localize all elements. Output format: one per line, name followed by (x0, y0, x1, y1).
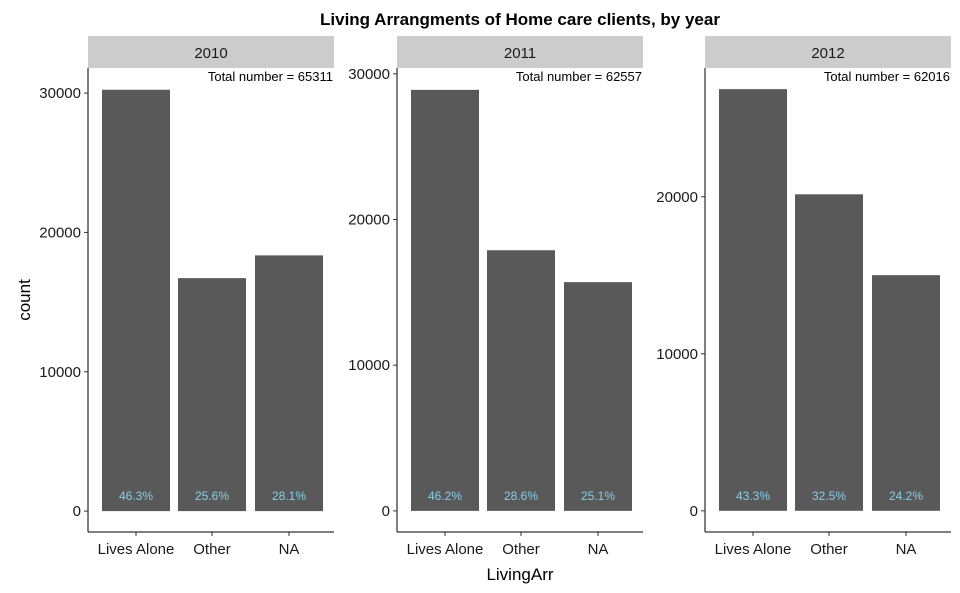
y-tick-label: 0 (690, 503, 698, 520)
x-tick-label: Lives Alone (98, 541, 175, 558)
panel-2011: 2011 46.2% Lives Alone 28.6% Other 25.1% NA 0 10… (348, 36, 643, 558)
bar-percent-label: 32.5% (812, 489, 846, 503)
x-tick-label: Lives Alone (407, 541, 484, 558)
bar-na (255, 255, 323, 512)
panel-2012: 2012 43.3% Lives Alone 32.5% Other 24.2% NA 0 10… (656, 36, 951, 558)
facet-strip-label: 2010 (194, 45, 227, 62)
bar-other (178, 278, 246, 512)
y-tick-label: 10000 (39, 364, 81, 381)
facet-strip (705, 36, 951, 68)
y-tick-label: 20000 (656, 189, 698, 206)
facet-strip (88, 36, 334, 68)
total-number-annotation: Total number = 62016 (824, 69, 950, 84)
x-tick-label: Other (810, 541, 848, 558)
x-tick-label: NA (279, 541, 300, 558)
bar-percent-label: 28.1% (272, 489, 306, 503)
bar-percent-label: 43.3% (736, 489, 770, 503)
y-tick-label: 10000 (348, 357, 390, 374)
bar-other (795, 194, 863, 511)
total-number-annotation: Total number = 62557 (516, 69, 642, 84)
bar-percent-label: 25.1% (581, 489, 615, 503)
bar-percent-label: 46.3% (119, 489, 153, 503)
facet-strip-label: 2012 (811, 45, 844, 62)
y-tick-label: 30000 (39, 85, 81, 102)
x-tick-label: NA (588, 541, 609, 558)
bar-lives-alone (719, 89, 787, 511)
panel-2010: 2010 46.3% Lives Alone 25.6% Other 28.1% NA 0 10… (39, 36, 334, 558)
facet-strip-label: 2011 (504, 45, 536, 62)
bar-percent-label: 24.2% (889, 489, 923, 503)
total-number-annotation: Total number = 65311 (208, 69, 333, 84)
bar-na (872, 275, 940, 511)
x-tick-label: Other (502, 541, 540, 558)
x-tick-label: Lives Alone (715, 541, 792, 558)
x-tick-label: NA (896, 541, 917, 558)
bar-lives-alone (411, 89, 479, 511)
bar-lives-alone (102, 89, 170, 512)
bar-percent-label: 25.6% (195, 489, 229, 503)
bar-na (564, 282, 632, 511)
bar-other (487, 250, 555, 511)
y-tick-label: 10000 (656, 346, 698, 363)
y-axis-title: count (15, 279, 34, 321)
facet-panels: 2010 46.3% Lives Alone 25.6% Other 28.1% NA 0 10… (39, 36, 951, 558)
x-axis-title: LivingArr (486, 565, 553, 584)
bar-percent-label: 46.2% (428, 489, 462, 503)
chart-title: Living Arrangments of Home care clients,… (320, 10, 720, 29)
bar-percent-label: 28.6% (504, 489, 538, 503)
facet-strip (397, 36, 643, 68)
y-tick-label: 20000 (348, 212, 390, 229)
y-tick-label: 0 (382, 503, 390, 520)
y-tick-label: 20000 (39, 224, 81, 241)
x-tick-label: Other (193, 541, 231, 558)
y-tick-label: 0 (73, 503, 81, 520)
y-tick-label: 30000 (348, 66, 390, 83)
